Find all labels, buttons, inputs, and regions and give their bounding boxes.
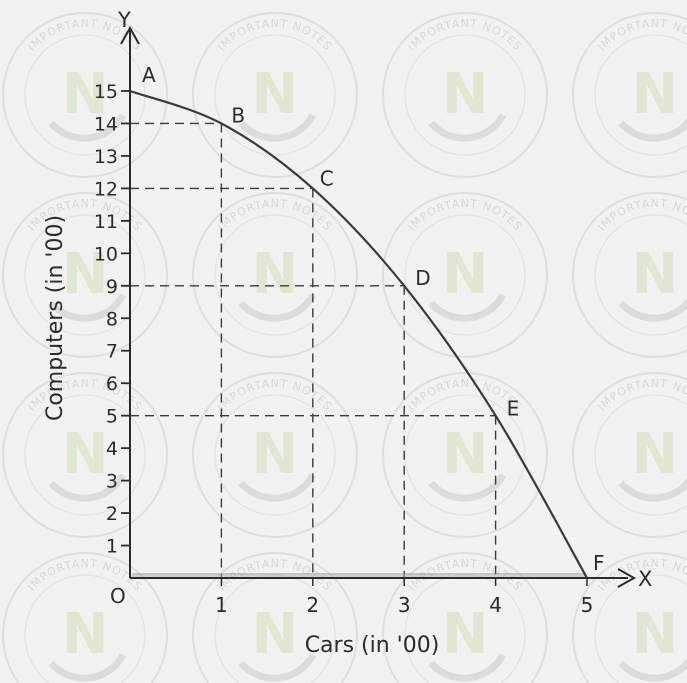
point-labels: A B C D E F bbox=[142, 63, 605, 575]
y-tick-label: 2 bbox=[106, 503, 118, 525]
y-axis-title: Computers (in '00) bbox=[43, 215, 68, 421]
watermark-logo-letter: N bbox=[252, 242, 299, 307]
y-tick-label: 15 bbox=[94, 81, 118, 103]
watermark-logo-letter: N bbox=[252, 422, 299, 487]
watermark-logo-letter: N bbox=[62, 422, 109, 487]
watermark-logo-letter: N bbox=[442, 422, 489, 487]
x-tick-label: 2 bbox=[306, 593, 319, 617]
y-tick-label: 8 bbox=[106, 308, 118, 330]
x-axis-letter: X bbox=[638, 567, 652, 591]
y-tick-label: 14 bbox=[94, 113, 118, 135]
y-tick-label: 3 bbox=[106, 471, 118, 493]
watermark-seal: IMPORTANT NOTES N bbox=[572, 372, 687, 538]
y-tick-label: 5 bbox=[106, 406, 118, 428]
y-tick-label: 7 bbox=[106, 341, 118, 363]
watermark-logo-letter: N bbox=[62, 62, 109, 127]
watermark-logo-letter: N bbox=[62, 242, 109, 307]
watermark-seal: IMPORTANT NOTES N bbox=[572, 192, 687, 358]
origin-label: O bbox=[110, 584, 126, 608]
x-axis-title: Cars (in '00) bbox=[305, 633, 440, 658]
watermark-logo-letter: N bbox=[252, 62, 299, 127]
x-tick-label: 4 bbox=[489, 593, 502, 617]
y-tick-label: 13 bbox=[94, 146, 118, 168]
watermark-logo-letter: N bbox=[252, 602, 299, 667]
watermark-logo-letter: N bbox=[442, 62, 489, 127]
x-tick-label: 1 bbox=[215, 593, 228, 617]
ppc-curve bbox=[129, 89, 588, 579]
point-label-d: D bbox=[415, 266, 430, 290]
x-tick-label: 3 bbox=[398, 593, 411, 617]
y-tick-label: 12 bbox=[94, 178, 118, 200]
y-tick-label: 6 bbox=[106, 373, 118, 395]
watermark-logo-letter: N bbox=[62, 602, 109, 667]
watermark-logo-letter: N bbox=[632, 422, 679, 487]
dashed-guides bbox=[130, 122, 497, 578]
y-tick-label: 10 bbox=[94, 243, 118, 265]
watermark-seal: IMPORTANT NOTES N bbox=[572, 12, 687, 178]
x-ticks: 1 2 3 4 5 bbox=[215, 578, 593, 617]
watermark-logo-letter: N bbox=[632, 602, 679, 667]
y-tick-label: 11 bbox=[94, 211, 118, 233]
axes bbox=[120, 25, 637, 588]
x-tick-label: 5 bbox=[581, 593, 594, 617]
point-label-c: C bbox=[320, 166, 334, 190]
y-tick-label: 9 bbox=[106, 276, 118, 298]
y-axis-letter: Y bbox=[117, 8, 131, 32]
watermark-logo-letter: N bbox=[632, 242, 679, 307]
watermark-text: IMPORTANT NOTES bbox=[595, 377, 687, 414]
point-label-f: F bbox=[593, 551, 605, 575]
point-label-a: A bbox=[142, 63, 156, 87]
point-label-e: E bbox=[507, 397, 520, 421]
y-axis-arrow bbox=[120, 25, 140, 45]
y-tick-label: 4 bbox=[106, 438, 118, 460]
point-label-b: B bbox=[231, 103, 245, 127]
watermark-logo-letter: N bbox=[632, 62, 679, 127]
watermark-text: IMPORTANT NOTES bbox=[595, 17, 687, 54]
watermark-logo-letter: N bbox=[442, 602, 489, 667]
watermark-text: IMPORTANT NOTES bbox=[595, 197, 687, 234]
y-tick-label: 1 bbox=[106, 536, 118, 558]
x-axis-arrow bbox=[617, 568, 637, 588]
watermark-logo-letter: N bbox=[442, 242, 489, 307]
